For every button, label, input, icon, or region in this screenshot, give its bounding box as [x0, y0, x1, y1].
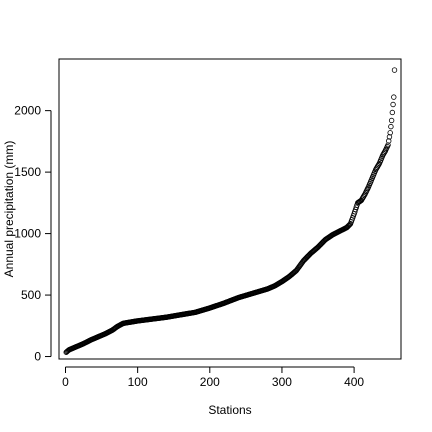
- y-tick-label: 0: [34, 350, 41, 364]
- x-tick-label: 200: [200, 375, 220, 389]
- y-tick-label: 2000: [14, 104, 41, 118]
- data-point: [381, 149, 388, 156]
- x-tick-label: 100: [128, 375, 148, 389]
- data-point: [361, 192, 367, 199]
- x-tick-label: 0: [62, 375, 69, 389]
- data-point: [390, 101, 396, 108]
- x-axis-label: Stations: [208, 403, 251, 417]
- y-tick-label: 1000: [14, 227, 41, 241]
- data-point: [387, 130, 393, 136]
- x-tick-label: 300: [272, 375, 292, 389]
- data-point: [389, 109, 396, 116]
- data-point: [391, 67, 398, 73]
- y-tick-label: 500: [21, 288, 41, 302]
- y-tick-label: 1500: [14, 165, 41, 179]
- data-point: [386, 138, 392, 144]
- data-point: [347, 221, 353, 228]
- data-point: [391, 94, 397, 100]
- data-point: [386, 134, 393, 140]
- plot-frame: [58, 58, 402, 360]
- data-point: [388, 123, 394, 130]
- data-point: [385, 142, 391, 148]
- data-points: [63, 67, 398, 355]
- axes: 0 100 200 300 400 0 500 1000 1500 2000: [14, 104, 364, 389]
- data-point: [375, 162, 382, 168]
- x-tick-label: 400: [344, 375, 364, 389]
- data-point: [388, 117, 395, 124]
- y-axis-label: Annual precipitation (mm): [2, 141, 16, 278]
